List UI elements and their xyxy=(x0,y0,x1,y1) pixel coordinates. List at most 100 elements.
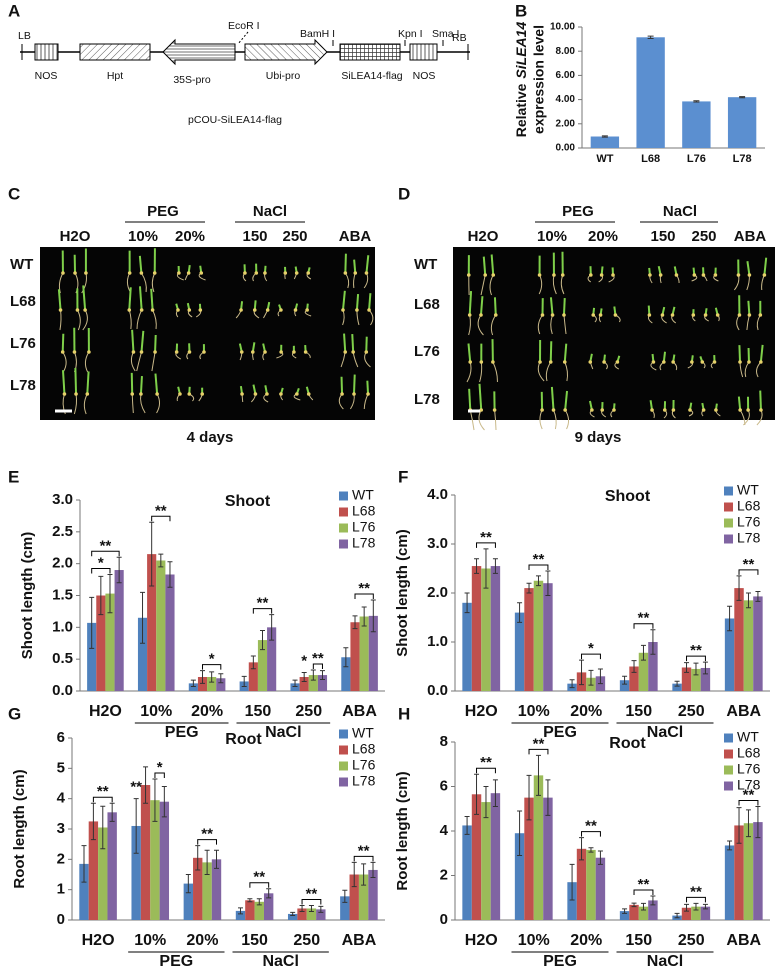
seedling-root xyxy=(545,361,552,382)
significance-label: ** xyxy=(743,556,755,573)
x-tick-label: 150 xyxy=(245,703,272,720)
bar xyxy=(159,801,170,920)
error-bar xyxy=(517,810,523,856)
bar xyxy=(254,901,264,920)
group-label: NaCl xyxy=(262,953,298,970)
seedling-seed xyxy=(73,271,77,275)
seedling-seed xyxy=(589,273,593,277)
seedling-root xyxy=(140,272,147,293)
y-axis-label-part: SiLEA14 xyxy=(513,22,529,79)
seedling-seed xyxy=(279,392,283,396)
seedling-seed xyxy=(367,308,371,312)
seedling-seed xyxy=(178,392,182,396)
bar xyxy=(638,652,649,691)
photo-caption: 4 days xyxy=(187,429,234,446)
error-bar xyxy=(588,847,594,853)
seedling-seed xyxy=(600,408,605,412)
seedling-seed xyxy=(340,392,344,396)
x-tick-label: H2O xyxy=(465,932,498,949)
error-bar xyxy=(352,615,358,630)
seedling-seed xyxy=(60,350,65,354)
significance-label: ** xyxy=(480,754,492,771)
error-bar xyxy=(342,889,348,903)
significance-label: ** xyxy=(253,869,265,886)
panel-letter: G xyxy=(8,704,21,723)
error-bar xyxy=(90,802,96,841)
y-tick-label: 8.00 xyxy=(556,46,576,57)
y-tick-label: 3 xyxy=(57,820,65,837)
bar xyxy=(724,845,735,920)
seedling-seed xyxy=(688,408,692,412)
legend-label: L68 xyxy=(352,741,376,757)
seedling-seed xyxy=(468,360,472,364)
seedling-seed xyxy=(58,308,63,312)
bar xyxy=(114,570,124,691)
x-tick-label: ABA xyxy=(726,932,761,949)
error-bar xyxy=(370,599,376,633)
seedling-shoot xyxy=(140,330,145,353)
seedling-seed xyxy=(187,350,192,354)
seedling-shoot xyxy=(353,259,357,274)
bar xyxy=(681,667,692,691)
y-tick-label: 0 xyxy=(440,911,448,928)
seedling-root xyxy=(83,393,88,415)
bar xyxy=(245,900,255,920)
condition-label: 150 xyxy=(650,228,675,245)
error-bar xyxy=(259,630,265,651)
x-tick-label: H2O xyxy=(82,932,115,949)
error-bar xyxy=(204,849,210,875)
legend-label: L76 xyxy=(352,757,376,773)
error-bar xyxy=(247,898,253,903)
seedling-seed xyxy=(588,360,593,364)
bar xyxy=(743,823,754,920)
significance-label: ** xyxy=(306,885,318,902)
group-label: NaCl xyxy=(253,203,287,220)
segment-label: NOS xyxy=(413,70,436,82)
seedling-shoot xyxy=(344,253,347,274)
seedling-seed xyxy=(538,360,542,364)
significance-bracket xyxy=(686,896,706,903)
y-tick-label: 2.0 xyxy=(427,584,448,601)
photo xyxy=(40,247,375,420)
seedling-seed xyxy=(305,308,309,312)
seedling-seed xyxy=(127,271,132,275)
bar xyxy=(471,794,482,920)
error-bar xyxy=(109,802,115,822)
error-bar xyxy=(292,679,298,688)
bar xyxy=(290,683,300,691)
seedling-seed xyxy=(61,271,65,275)
error-bar xyxy=(579,837,585,861)
bar xyxy=(682,101,711,148)
seedling-shoot xyxy=(468,388,472,411)
y-tick-label: 3.0 xyxy=(427,535,448,552)
seedling-seed xyxy=(713,273,718,277)
significance-label: ** xyxy=(533,551,545,568)
error-bar xyxy=(195,845,201,871)
seedling-seed xyxy=(265,392,269,396)
y-axis-label-part: Relative xyxy=(513,83,529,137)
y-tick-label: 1.0 xyxy=(52,618,73,635)
condition-label: 20% xyxy=(588,228,618,245)
x-tick-label: 250 xyxy=(678,932,705,949)
y-tick-label: 6 xyxy=(440,777,448,794)
error-bar xyxy=(631,660,637,673)
error-bar xyxy=(100,805,106,850)
segment xyxy=(34,43,59,61)
bar xyxy=(727,97,757,148)
significance-bracket xyxy=(581,653,601,660)
seedling-root xyxy=(62,351,67,373)
seedling-seed xyxy=(715,313,720,317)
seedling-seed xyxy=(540,313,545,317)
significance-bracket xyxy=(738,569,759,575)
legend-swatch xyxy=(724,733,733,743)
significance-bracket xyxy=(633,623,654,629)
bar xyxy=(753,822,763,920)
error-bar xyxy=(98,575,104,616)
significance-label: ** xyxy=(638,610,650,627)
seedling-seed xyxy=(343,271,348,275)
bar xyxy=(490,566,501,691)
bar xyxy=(533,580,544,691)
bar xyxy=(358,874,369,920)
bar xyxy=(619,680,630,691)
condition-label: 20% xyxy=(175,228,205,245)
